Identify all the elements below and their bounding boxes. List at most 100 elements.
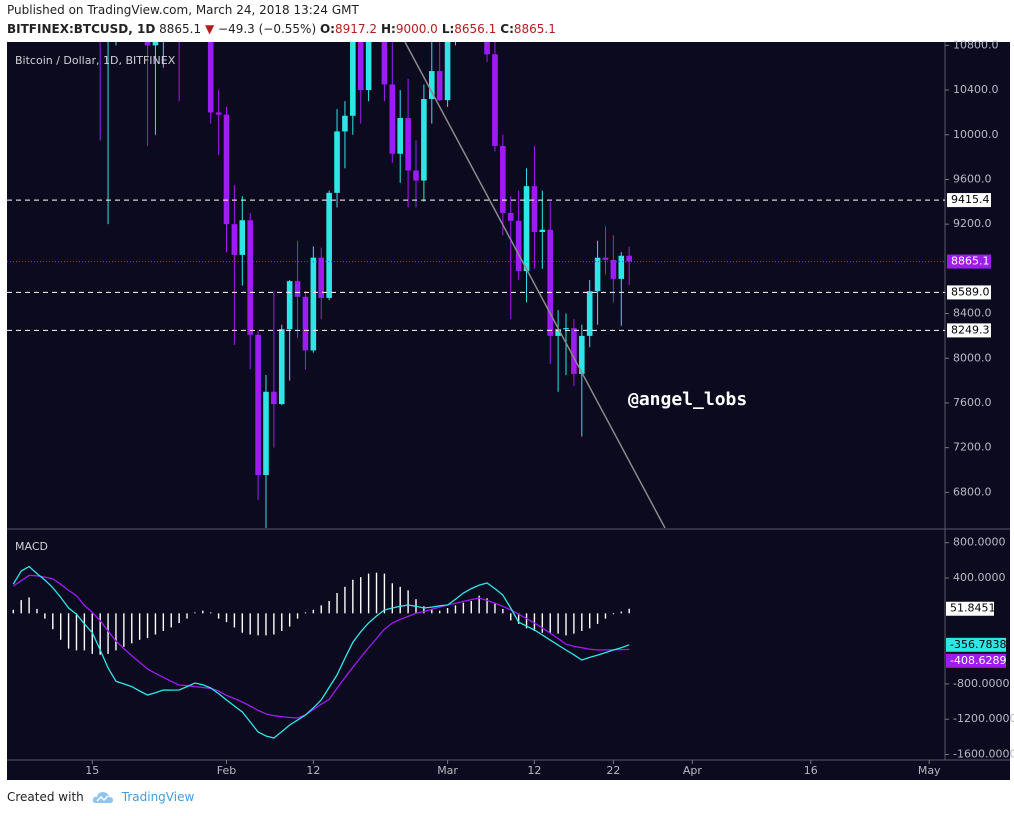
candle-body [294,281,301,297]
y-tick-label: 9200.0 [953,217,992,230]
macd-title: MACD [15,540,48,553]
published-line: Published on TradingView.com, March 24, … [7,3,359,17]
level-label-box [947,285,991,300]
macd-y-tick-label: -1600.0000 [953,748,1014,761]
watermark: @angel_lobs [628,389,747,410]
signal-line [12,574,630,719]
candle-body [318,257,325,298]
y-tick-label: 10800.0 [953,40,999,51]
signal-value-label: -408.6289 [950,654,1006,667]
candle-body [350,42,356,116]
candle-body [563,328,569,330]
ohlc-key: L: [441,22,455,36]
x-tick-label: Mar [437,764,458,777]
candle-body [397,117,404,154]
ohlc-value: 8656.1 [454,22,497,36]
candle-body [223,114,230,225]
ohlc: O:8917.2 H:9000.0 L:8656.1 C:8865.1 [320,22,560,36]
ohlc-value: 8917.2 [334,22,377,36]
candle-body [500,145,506,213]
macd-line [12,565,630,739]
main-plot [7,42,945,528]
candle-body [413,170,419,181]
candle-body [381,42,388,85]
ohlc-value: 9000.0 [395,22,438,36]
candle-body [357,42,364,91]
candle-body [405,117,411,171]
macd-y-tick-label: 800.0000 [953,536,1006,549]
candle-body [428,71,435,99]
candle-body [492,54,498,146]
candle-body [239,220,246,255]
candle-body [539,229,546,232]
candle-body [152,42,159,46]
candle-body [231,224,238,255]
histogram-value-box [946,601,994,616]
candle-body [334,131,340,193]
level-label: 8589.0 [951,285,990,298]
symbol: BITFINEX:BTCUSD, 1D [7,22,156,36]
macd-y-tick-label: 400.0000 [953,571,1006,584]
symbol-line: BITFINEX:BTCUSD, 1D 8865.1 ▼ −49.3 (−0.5… [7,22,560,36]
candle-body [515,220,522,272]
y-tick-label: 8000.0 [953,351,992,364]
ohlc-value: 8865.1 [513,22,556,36]
candle-body [365,42,372,91]
brand-icon [92,792,113,803]
candle-body [286,281,293,330]
candle-body [586,291,593,336]
level-label-box [947,323,991,338]
candle-body [247,220,253,335]
y-tick-label: 7600.0 [953,396,992,409]
candle-body [507,212,514,221]
background [7,42,1010,780]
candle-body [579,335,585,374]
y-tick-label: 8400.0 [953,307,992,320]
x-tick-label: 16 [804,764,818,777]
candle-body [484,42,490,55]
candle-body [302,296,309,351]
macd-y-tick-label: -1200.0000 [953,712,1014,725]
price: 8865.1 [159,22,202,36]
candle-body [618,255,625,279]
candle-body [547,229,554,336]
candle-body [436,71,443,101]
candle-body [626,255,632,262]
y-tick-label: 6800.0 [953,485,992,498]
macd-plot [12,565,630,739]
footer-text: Created with [7,790,84,804]
ohlc-key: H: [380,22,396,36]
candle-body [342,115,348,132]
chart: 6800.0 7200.0 7600.0 8000.0 8400.0 9200.0 9600… [7,40,1014,780]
last-price-label: 8865.1 [951,255,990,268]
signal-value-box [946,653,1006,668]
y-tick-label: 9600.0 [953,172,992,185]
y-tick-label: 10000.0 [953,128,999,141]
histogram-value-label: 51.8451 [950,602,996,615]
candle-body [207,42,214,113]
x-tick-label: 12 [527,764,541,777]
arrow: ▼ [204,22,215,36]
ohlc-key: O: [319,22,335,36]
candle-body [278,329,285,405]
level-label: 9415.4 [951,193,990,206]
candle-body [263,391,269,476]
main-title: Bitcoin / Dollar, 1D, BITFINEX [15,54,176,67]
x-tick-label: Feb [217,764,236,777]
x-tick-label: Apr [683,764,703,777]
candle-body [255,334,261,476]
level-label-box [947,193,991,208]
change: −49.3 (−0.55%) [218,22,317,36]
level-label: 8249.3 [951,323,990,336]
macd-y-tick-label: -800.0000 [953,677,1009,690]
candle-body [444,42,451,101]
candle-body [326,192,332,298]
candle-body [523,186,530,272]
candle-body [594,257,601,292]
y-tick-label: 7200.0 [953,441,992,454]
ohlc-key: C: [500,22,514,36]
last-price-box [947,254,991,269]
candle-body [389,84,396,154]
candle-body [610,259,617,279]
